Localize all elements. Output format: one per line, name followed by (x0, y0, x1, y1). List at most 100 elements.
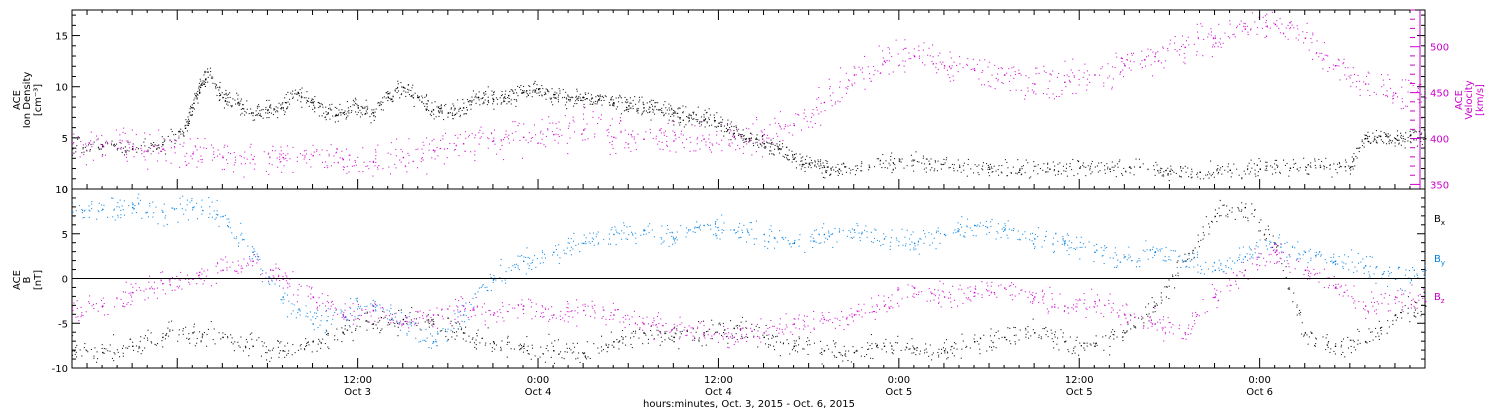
density-sample (1196, 172, 1198, 174)
density-sample (626, 99, 628, 101)
field-y-point (312, 323, 314, 325)
density-sample (1402, 135, 1404, 137)
velocity-sample (1234, 36, 1236, 38)
density-sample (931, 167, 933, 169)
field-y-sample (676, 231, 678, 233)
field-x-sample (277, 340, 279, 342)
field-y-sample (649, 223, 651, 225)
field-y-sample (132, 204, 134, 206)
field-x-sample (311, 351, 313, 353)
velocity-sample (487, 137, 489, 139)
density-sample (98, 148, 100, 150)
field-y-point (102, 208, 104, 211)
velocity-sample (1197, 36, 1199, 38)
density-sample (431, 111, 433, 113)
density-sample (244, 114, 246, 116)
velocity-sample (1279, 18, 1281, 20)
field-x-sample (768, 344, 770, 346)
field-x-sample (619, 340, 621, 342)
density-sample (918, 161, 920, 163)
velocity-sample (1212, 38, 1214, 40)
field-x-sample (1069, 336, 1071, 338)
density-sample (515, 105, 517, 107)
density-sample (624, 101, 626, 103)
field-y-sample (709, 224, 711, 226)
field-x-sample (989, 335, 991, 337)
field-y-sample (851, 228, 853, 230)
velocity-sample (928, 47, 930, 49)
field-x-sample (185, 326, 187, 328)
density-sample (615, 108, 617, 110)
velocity-sample (1247, 34, 1249, 36)
density-sample (239, 103, 241, 105)
field-y-sample (400, 312, 402, 314)
velocity-sample (346, 165, 348, 167)
density-sample (1358, 147, 1360, 149)
field-y-sample (668, 245, 670, 247)
density-sample (620, 97, 622, 99)
field-x-sample (833, 355, 835, 357)
field-x-sample (81, 355, 83, 357)
density-sample (1043, 163, 1045, 165)
density-sample (183, 135, 185, 137)
density-sample (1047, 162, 1049, 164)
density-sample (405, 91, 407, 93)
field-y-sample (243, 239, 245, 241)
field-x-sample (1191, 259, 1193, 261)
field-y-sample (666, 233, 668, 235)
velocity-sample (666, 141, 668, 143)
field-x-sample (475, 348, 477, 350)
field-x-sample (1375, 327, 1377, 329)
field-y-sample (418, 341, 420, 343)
field-x-sample (926, 351, 928, 353)
density-sample (609, 104, 611, 106)
field-x-sample (779, 355, 781, 357)
field-x-sample (705, 344, 707, 346)
field-x-sample (856, 350, 858, 352)
density-sample (766, 141, 768, 143)
velocity-sample (950, 67, 952, 69)
field-y-sample (776, 241, 778, 243)
velocity-sample (609, 142, 611, 144)
density-sample (1398, 139, 1400, 141)
density-sample (668, 107, 670, 109)
velocity-sample (85, 143, 87, 145)
field-x-sample (207, 328, 209, 330)
field-y-sample (390, 313, 392, 315)
velocity-sample (904, 60, 906, 62)
field-y-sample (518, 269, 520, 271)
field-x-sample (731, 335, 733, 337)
field-y-sample (309, 311, 311, 313)
field-y-sample (914, 245, 916, 247)
field-y-sample (146, 211, 148, 213)
field-y-sample (442, 328, 444, 330)
velocity-sample (428, 149, 430, 151)
field-x-sample (1355, 349, 1357, 351)
field-x-sample (831, 351, 833, 353)
field-y-sample (254, 250, 256, 252)
velocity-sample (834, 103, 836, 105)
field-x-sample (630, 343, 632, 345)
velocity-sample (1386, 90, 1388, 92)
density-sample (1314, 160, 1316, 162)
field-x-sample (493, 342, 495, 344)
density-sample (591, 103, 593, 105)
velocity-sample (739, 148, 741, 150)
density-sample (414, 92, 416, 94)
density-point (748, 137, 750, 140)
density-sample (1241, 177, 1243, 179)
field-x-sample (1415, 316, 1417, 318)
velocity-sample (693, 150, 695, 152)
field-x-sample (678, 348, 680, 350)
velocity-sample (660, 127, 662, 129)
field-x-sample (767, 346, 769, 348)
density-sample (1116, 163, 1118, 165)
velocity-sample (987, 66, 989, 68)
density-sample (934, 161, 936, 163)
field-x-sample (1281, 263, 1283, 265)
velocity-sample (697, 137, 699, 139)
density-sample (761, 136, 763, 138)
field-y-sample (465, 314, 467, 316)
density-sample (382, 109, 384, 111)
field-x-sample (507, 341, 509, 343)
